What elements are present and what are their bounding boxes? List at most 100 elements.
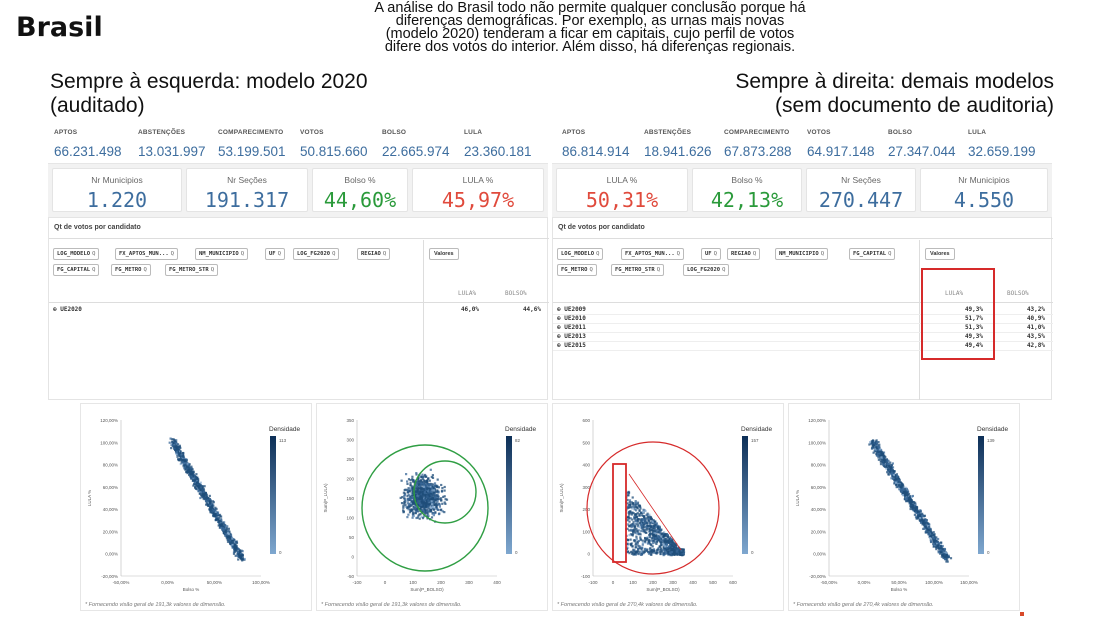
density-point xyxy=(655,533,658,537)
filter-chip[interactable]: FG_CAPITAL Q xyxy=(53,264,100,276)
table-row-label[interactable]: ⊕ UE2009 xyxy=(557,306,586,313)
column-header-bolso[interactable]: BOLSO% xyxy=(1007,290,1029,297)
density-point xyxy=(935,538,938,541)
density-point xyxy=(429,468,432,471)
filter-chip[interactable]: FG_METRO_STR Q xyxy=(611,264,665,276)
filter-chip[interactable]: LOG_FG2020 Q xyxy=(293,248,340,260)
density-point xyxy=(660,528,663,531)
table-row-label[interactable]: ⊕ UE2013 xyxy=(557,333,586,340)
density-point xyxy=(941,545,944,548)
card-bolso-pct[interactable]: Bolso % 44,60% xyxy=(312,168,408,212)
density-point xyxy=(640,525,644,528)
card-lula-pct[interactable]: LULA % 50,31% xyxy=(556,168,688,212)
density-point xyxy=(220,523,223,526)
kpi-votos: VOTOS 64.917.148 xyxy=(807,129,875,159)
card-title: Bolso % xyxy=(731,175,763,185)
divider xyxy=(49,302,549,303)
filter-chip[interactable]: REGIAO Q xyxy=(357,248,391,260)
card-lula-pct[interactable]: LULA % 45,97% xyxy=(412,168,544,212)
table-row-label[interactable]: ⊕ UE2020 xyxy=(53,306,82,313)
filter-chip[interactable]: REGIAO Q xyxy=(727,248,761,260)
kpi-value: 13.031.997 xyxy=(138,144,206,159)
density-point xyxy=(627,513,631,516)
filter-chip[interactable]: FG_METRO_STR Q xyxy=(165,264,219,276)
density-point xyxy=(432,493,435,496)
density-point xyxy=(215,516,218,519)
density-point xyxy=(633,540,636,543)
density-point xyxy=(402,497,406,500)
table-row-label[interactable]: ⊕ UE2010 xyxy=(557,315,586,322)
card-nr-secoes[interactable]: Nr Seções 191.317 xyxy=(186,168,308,212)
density-point xyxy=(655,522,658,525)
density-point xyxy=(421,476,424,479)
density-point xyxy=(218,519,221,522)
density-point xyxy=(216,518,220,521)
density-point xyxy=(904,495,907,498)
column-header-lula[interactable]: LULA% xyxy=(458,290,477,297)
density-point xyxy=(183,459,186,463)
card-nr-municipios[interactable]: Nr Municipios 1.220 xyxy=(52,168,182,212)
table-row-label[interactable]: ⊕ UE2011 xyxy=(557,324,586,331)
density-point xyxy=(411,479,414,482)
legend-color-bar xyxy=(506,436,512,554)
density-point xyxy=(927,530,930,533)
values-button[interactable]: Valores xyxy=(925,248,955,260)
filter-chip[interactable]: NM_MUNICIPIO Q xyxy=(195,248,249,260)
density-point xyxy=(658,531,662,534)
filter-chip[interactable]: FG_METRO Q xyxy=(557,264,597,276)
divider xyxy=(553,341,1053,342)
density-chart-2[interactable]: 350 300 250 200 150 100 50 0 -50 -100 0 100 200 300 40… xyxy=(316,403,548,611)
card-bolso-pct[interactable]: Bolso % 42,13% xyxy=(692,168,802,212)
filter-chip[interactable]: UF Q xyxy=(701,248,721,260)
values-button[interactable]: Valores xyxy=(429,248,459,260)
density-point xyxy=(682,550,686,553)
column-header-bolso[interactable]: BOLSO% xyxy=(505,290,527,297)
density-point xyxy=(879,450,882,453)
density-chart-3[interactable]: 600 500 400 300 200 100 0 -100 -100 0 100 200 300 400… xyxy=(552,403,784,611)
density-point xyxy=(404,488,407,491)
density-point xyxy=(665,550,668,553)
density-point xyxy=(663,546,666,550)
x-axis-label: Sum(P_BOLSO) xyxy=(646,587,680,592)
legend-min-label: 0 xyxy=(515,550,518,555)
density-point xyxy=(940,555,943,558)
density-point xyxy=(909,495,912,498)
density-point xyxy=(406,482,409,485)
kpi-label: COMPARECIMENTO xyxy=(724,129,790,136)
density-point xyxy=(636,530,639,533)
x-tick-label: -100 xyxy=(352,580,362,585)
filter-chip[interactable]: FG_METRO Q xyxy=(111,264,151,276)
x-tick-label: 150,00% xyxy=(960,580,978,585)
column-header-lula[interactable]: LULA% xyxy=(945,290,964,297)
filter-chip[interactable]: LOG_FG2020 Q xyxy=(683,264,730,276)
density-point xyxy=(625,547,628,550)
filter-chip[interactable]: UF Q xyxy=(265,248,285,260)
density-point xyxy=(404,497,407,500)
filter-chip[interactable]: NM_MUNICIPIO Q xyxy=(775,248,829,260)
density-point xyxy=(178,444,181,447)
density-point xyxy=(626,523,629,526)
legend-color-bar xyxy=(742,436,748,554)
density-point xyxy=(225,535,229,538)
card-nr-municipios[interactable]: Nr Municipios 4.550 xyxy=(920,168,1048,212)
density-point xyxy=(921,518,924,522)
card-nr-secoes[interactable]: Nr Seções 270.447 xyxy=(806,168,916,212)
density-point xyxy=(415,490,418,493)
filter-chip[interactable]: FX_APTOS_MUN... Q xyxy=(621,248,684,260)
density-point xyxy=(215,507,218,510)
filter-chip[interactable]: LOG_MODELO Q xyxy=(557,248,604,260)
filter-chip[interactable]: LOG_MODELO Q xyxy=(53,248,100,260)
density-point xyxy=(875,445,878,448)
density-point xyxy=(216,511,220,514)
density-point xyxy=(881,452,884,455)
density-point xyxy=(437,513,441,516)
density-point xyxy=(678,549,681,552)
density-chart-1[interactable]: 120,00% 100,00% 80,00% 60,00% 40,00% 20,00% 0,… xyxy=(80,403,312,611)
filter-chip[interactable]: FG_CAPITAL Q xyxy=(849,248,896,260)
kpi-value: 23.360.181 xyxy=(464,144,532,159)
filter-chip[interactable]: FX_APTOS_MUN... Q xyxy=(115,248,178,260)
table-row-label[interactable]: ⊕ UE2015 xyxy=(557,342,586,349)
legend-color-bar xyxy=(978,436,984,554)
density-chart-4[interactable]: 120,00% 100,00% 80,00% 60,00% 40,00% 20,00% 0,… xyxy=(788,403,1020,611)
density-point xyxy=(641,511,645,514)
